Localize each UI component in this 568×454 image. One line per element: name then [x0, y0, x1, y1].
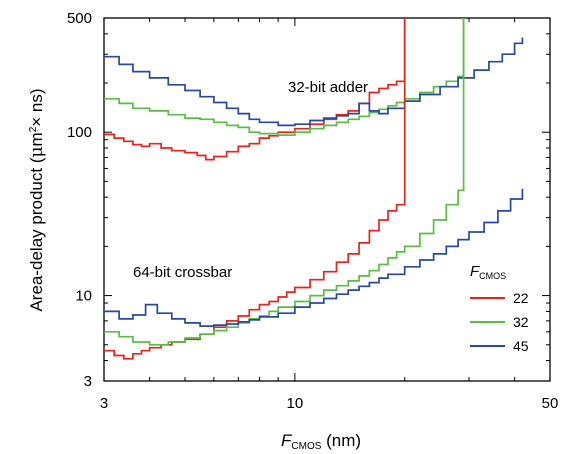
crossbar-series-45	[104, 188, 524, 327]
x-axis-title: FCMOS (nm)	[281, 431, 361, 452]
y-tick-label: 100	[67, 124, 92, 141]
legend-title: FCMOS	[470, 263, 506, 281]
y-axis-title: Area-delay product (μm2× ns)	[27, 88, 47, 311]
x-tick-label: 50	[542, 395, 559, 412]
legend-label-22: 22	[513, 290, 529, 306]
annotation-32bit-adder: 32-bit adder	[288, 79, 368, 96]
crossbar-series-32	[104, 18, 465, 346]
axis-tick-labels: 3 10 50 3 10 100 500	[67, 10, 558, 412]
legend-label-45: 45	[513, 338, 529, 354]
crossbar-series-22	[104, 18, 406, 360]
annotation-64bit-crossbar: 64-bit crossbar	[133, 264, 232, 281]
y-tick-label: 10	[75, 288, 92, 305]
legend: FCMOS 22 32 45	[470, 263, 529, 354]
y-tick-label: 500	[67, 10, 92, 27]
series-layer	[104, 18, 524, 360]
adder-series-45	[104, 37, 524, 127]
x-tick-label: 3	[100, 395, 108, 412]
y-tick-label: 3	[84, 373, 92, 390]
adder-series-32	[104, 18, 465, 136]
axis-ticks	[103, 17, 551, 382]
legend-label-32: 32	[513, 314, 529, 330]
plot-frame	[103, 17, 551, 382]
x-tick-label: 10	[287, 395, 304, 412]
series-group	[104, 18, 524, 360]
